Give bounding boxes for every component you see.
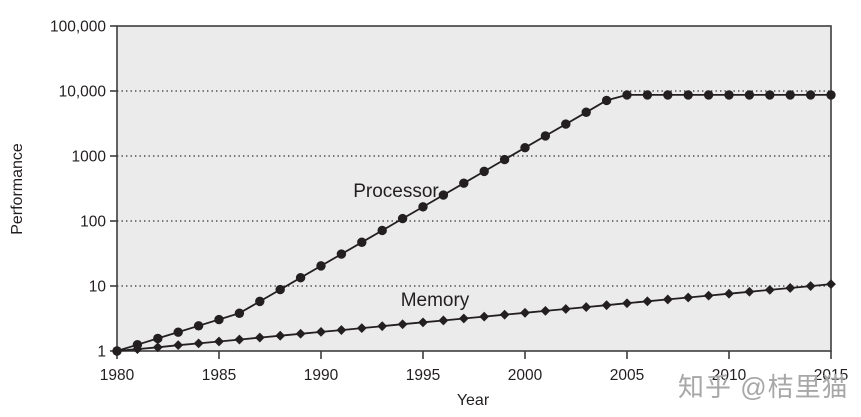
memory-point [173,340,184,351]
processor-point [418,202,428,212]
processor-point [540,131,551,141]
memory-point [520,307,530,318]
processor-point [499,154,510,165]
memory-point [724,288,734,299]
plot-area [117,26,831,351]
memory-point [397,319,408,330]
x-axis: 1980 1985 1990 1995 2000 2005 2010 2015 [100,351,848,384]
processor-point [316,261,326,271]
processor-point [663,90,673,100]
processor-point [826,90,836,100]
memory-point [826,279,836,290]
processor-point [520,143,530,153]
processor-point [459,178,469,188]
gridlines [117,90,831,287]
memory-point [662,294,673,305]
memory-point [703,290,714,301]
processor-point [805,90,816,100]
x-tick-label: 2000 [508,367,543,384]
processor-point [438,190,449,200]
x-tick-label: 2015 [814,367,848,384]
x-tick-label: 1980 [100,367,135,384]
processor-point [193,321,204,331]
memory-point [356,323,367,334]
memory-point [805,281,816,291]
y-tick-label: 1 [97,344,106,361]
memory-point [622,298,632,309]
memory-series-label: Memory [401,290,470,311]
memory-point [295,328,306,339]
memory-point [152,342,163,353]
processor-point [622,90,632,100]
processor-point [357,237,367,247]
memory-point [214,336,224,347]
memory-point [336,325,347,335]
processor-series-label: Processor [353,181,439,202]
memory-point [193,338,204,349]
y-tick-label: 10,000 [59,84,107,101]
processor-point [173,327,183,337]
memory-point [438,315,449,326]
processor-point [377,225,387,236]
processor-point [255,296,265,307]
processor-point [397,213,408,224]
memory-point [560,304,571,314]
processor-point [275,284,285,295]
memory-point [764,284,775,295]
x-tick-label: 1985 [202,367,236,384]
processor-point [744,90,755,100]
processor-point [765,90,775,100]
processor-point [479,166,489,177]
memory-point [744,286,755,297]
memory-point [458,313,469,324]
memory-point [132,344,143,354]
x-tick-label: 2005 [610,367,644,384]
processor-point [561,119,571,129]
y-axis-title: Performance [9,143,26,235]
memory-point [785,283,796,293]
processor-point [336,249,347,259]
x-tick-label: 2010 [712,367,747,384]
x-tick-label: 1990 [304,367,339,384]
memory-point [683,292,694,303]
x-tick-label: 1995 [406,367,440,384]
memory-point [418,317,428,328]
processor-point [601,95,612,106]
memory-point [316,326,326,337]
processor-point [234,308,245,318]
processor-point [153,333,163,344]
memory-point [234,334,245,345]
processor-point [295,273,306,283]
processor-point [703,90,714,100]
processor-point [214,314,224,325]
series-layer [112,90,836,356]
y-tick-label: 100,000 [50,19,106,36]
processor-point [785,90,795,100]
processor-point [642,90,653,100]
memory-point [254,332,265,343]
memory-point [377,321,388,332]
y-axis: 1 10 100 1000 10,000 100,000 [50,19,117,361]
y-tick-label: 1000 [72,149,107,166]
processor-point [683,90,693,100]
x-axis-title: Year [457,392,490,409]
memory-point [581,302,592,312]
memory-point [499,309,510,320]
memory-point [642,296,653,307]
plot-frame [116,25,832,352]
memory-point [540,305,551,316]
memory-point [479,311,490,322]
processor-point [724,90,734,100]
y-tick-label: 10 [89,279,107,296]
memory-point [112,346,122,356]
y-tick-label: 100 [80,214,106,231]
memory-point [275,330,286,341]
processor-point [581,107,591,117]
memory-point [601,300,612,311]
